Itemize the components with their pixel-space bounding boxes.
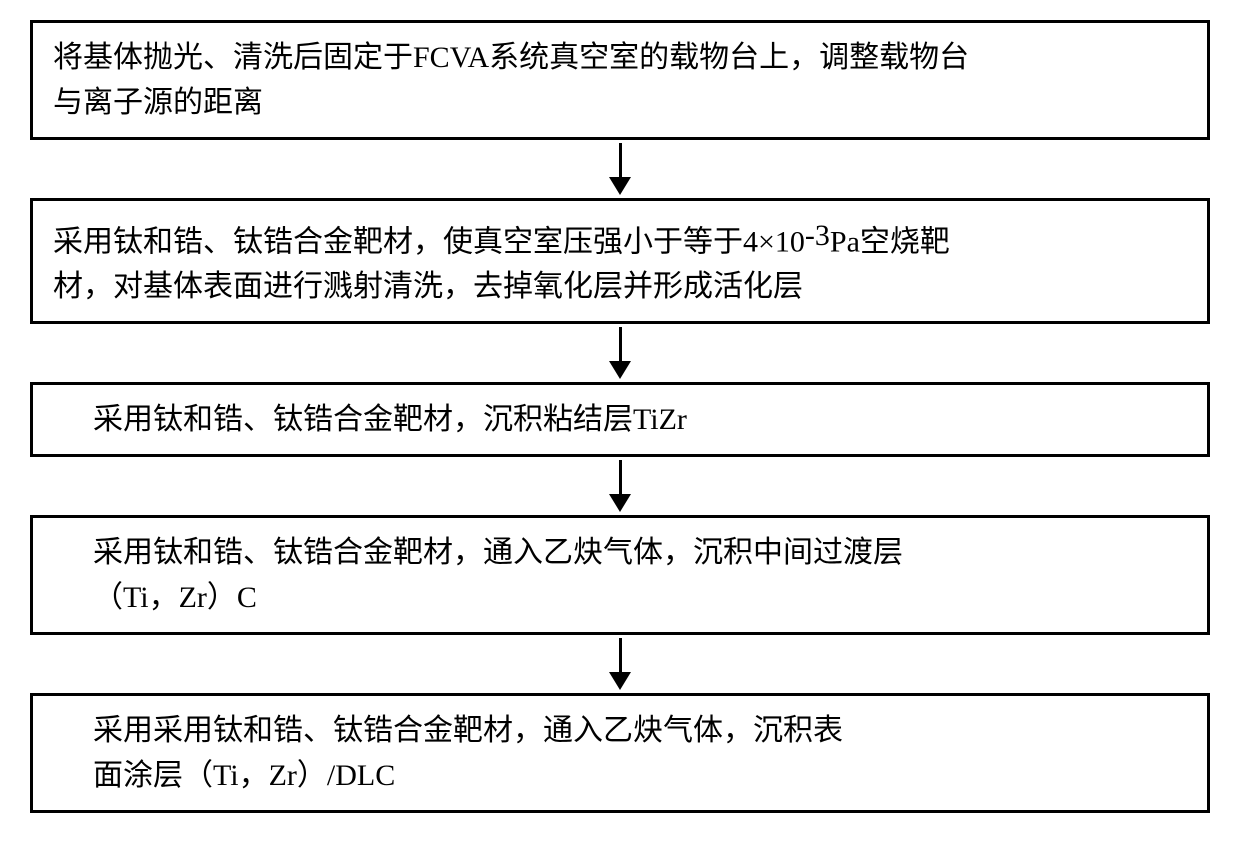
step2-line1-pre: 采用钛和锆、钛锆合金靶材，使真空室压强小于等于4×10 xyxy=(53,225,805,258)
arrow-1 xyxy=(609,140,631,198)
step4-line1: 采用钛和锆、钛锆合金靶材，通入乙炔气体，沉积中间过渡层 xyxy=(93,536,903,569)
step4-line2: （Ti，Zr）C xyxy=(93,581,257,614)
arrow-head-icon xyxy=(609,672,631,690)
step2-line2: 材，对基体表面进行溅射清洗，去掉氧化层并形成活化层 xyxy=(53,270,803,303)
arrow-head-icon xyxy=(609,494,631,512)
flow-step-5: 采用采用钛和锆、钛锆合金靶材，通入乙炔气体，沉积表 面涂层（Ti，Zr）/DLC xyxy=(30,693,1210,813)
arrow-line-icon xyxy=(619,143,622,179)
flow-step-4: 采用钛和锆、钛锆合金靶材，通入乙炔气体，沉积中间过渡层 （Ti，Zr）C xyxy=(30,515,1210,635)
flow-step-1: 将基体抛光、清洗后固定于FCVA系统真空室的载物台上，调整载物台 与离子源的距离 xyxy=(30,20,1210,140)
flow-step-2: 采用钛和锆、钛锆合金靶材，使真空室压强小于等于4×10-3Pa空烧靶 材，对基体… xyxy=(30,198,1210,324)
step5-line2: 面涂层（Ti，Zr）/DLC xyxy=(93,759,395,792)
arrow-3 xyxy=(609,457,631,515)
flowchart-container: 将基体抛光、清洗后固定于FCVA系统真空室的载物台上，调整载物台 与离子源的距离… xyxy=(30,20,1210,813)
arrow-line-icon xyxy=(619,460,622,496)
arrow-line-icon xyxy=(619,327,622,363)
arrow-line-icon xyxy=(619,638,622,674)
arrow-2 xyxy=(609,324,631,382)
arrow-head-icon xyxy=(609,177,631,195)
step5-line1: 采用采用钛和锆、钛锆合金靶材，通入乙炔气体，沉积表 xyxy=(93,714,843,747)
arrow-head-icon xyxy=(609,361,631,379)
arrow-4 xyxy=(609,635,631,693)
step3-line1: 采用钛和锆、钛锆合金靶材，沉积粘结层TiZr xyxy=(93,403,687,436)
step2-line1-post: Pa空烧靶 xyxy=(830,225,950,258)
step2-superscript: -3 xyxy=(805,219,830,252)
flow-step-3: 采用钛和锆、钛锆合金靶材，沉积粘结层TiZr xyxy=(30,382,1210,457)
step1-line1: 将基体抛光、清洗后固定于FCVA系统真空室的载物台上，调整载物台 xyxy=(53,41,969,74)
step1-line2: 与离子源的距离 xyxy=(53,86,263,119)
